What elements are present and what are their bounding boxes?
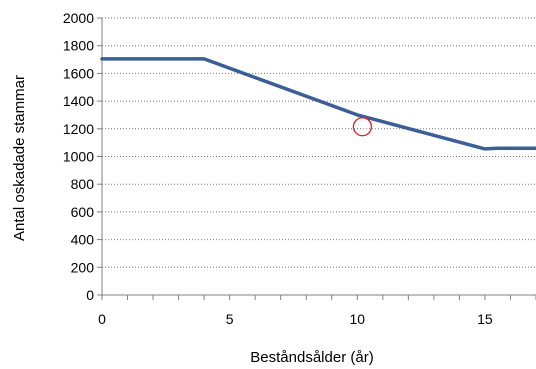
y-axis-title: Antal oskadade stammar <box>11 75 28 241</box>
annotations <box>352 117 373 137</box>
y-tick-label: 0 <box>86 287 94 303</box>
y-tick-label: 2000 <box>63 10 94 26</box>
y-tick-label: 800 <box>71 176 95 192</box>
y-tick-label: 1200 <box>63 121 94 137</box>
gridlines <box>102 17 536 268</box>
y-tick-label: 1800 <box>63 38 94 54</box>
y-tick-label: 600 <box>71 204 95 220</box>
y-tick-label: 1600 <box>63 65 94 81</box>
axes <box>97 17 536 300</box>
y-tick-label: 1000 <box>63 149 94 165</box>
x-tick-label: 5 <box>226 311 234 327</box>
y-tick-labels: 0 200 400 600 800 1000 1200 1400 1600 1800 2000 <box>63 10 94 303</box>
x-tick-label: 0 <box>98 311 106 327</box>
x-axis-title: Beståndsålder (år) <box>250 349 373 366</box>
series-line-0 <box>100 57 536 151</box>
y-tick-label: 400 <box>71 232 95 248</box>
annotation-circle <box>352 117 373 137</box>
x-tick-labels: 0 5 10 15 <box>98 311 493 327</box>
series-group <box>100 57 536 151</box>
x-tick-label: 15 <box>477 311 493 327</box>
x-tick-label: 10 <box>350 311 366 327</box>
y-tick-label: 1400 <box>63 93 94 109</box>
y-tick-label: 200 <box>71 259 95 275</box>
